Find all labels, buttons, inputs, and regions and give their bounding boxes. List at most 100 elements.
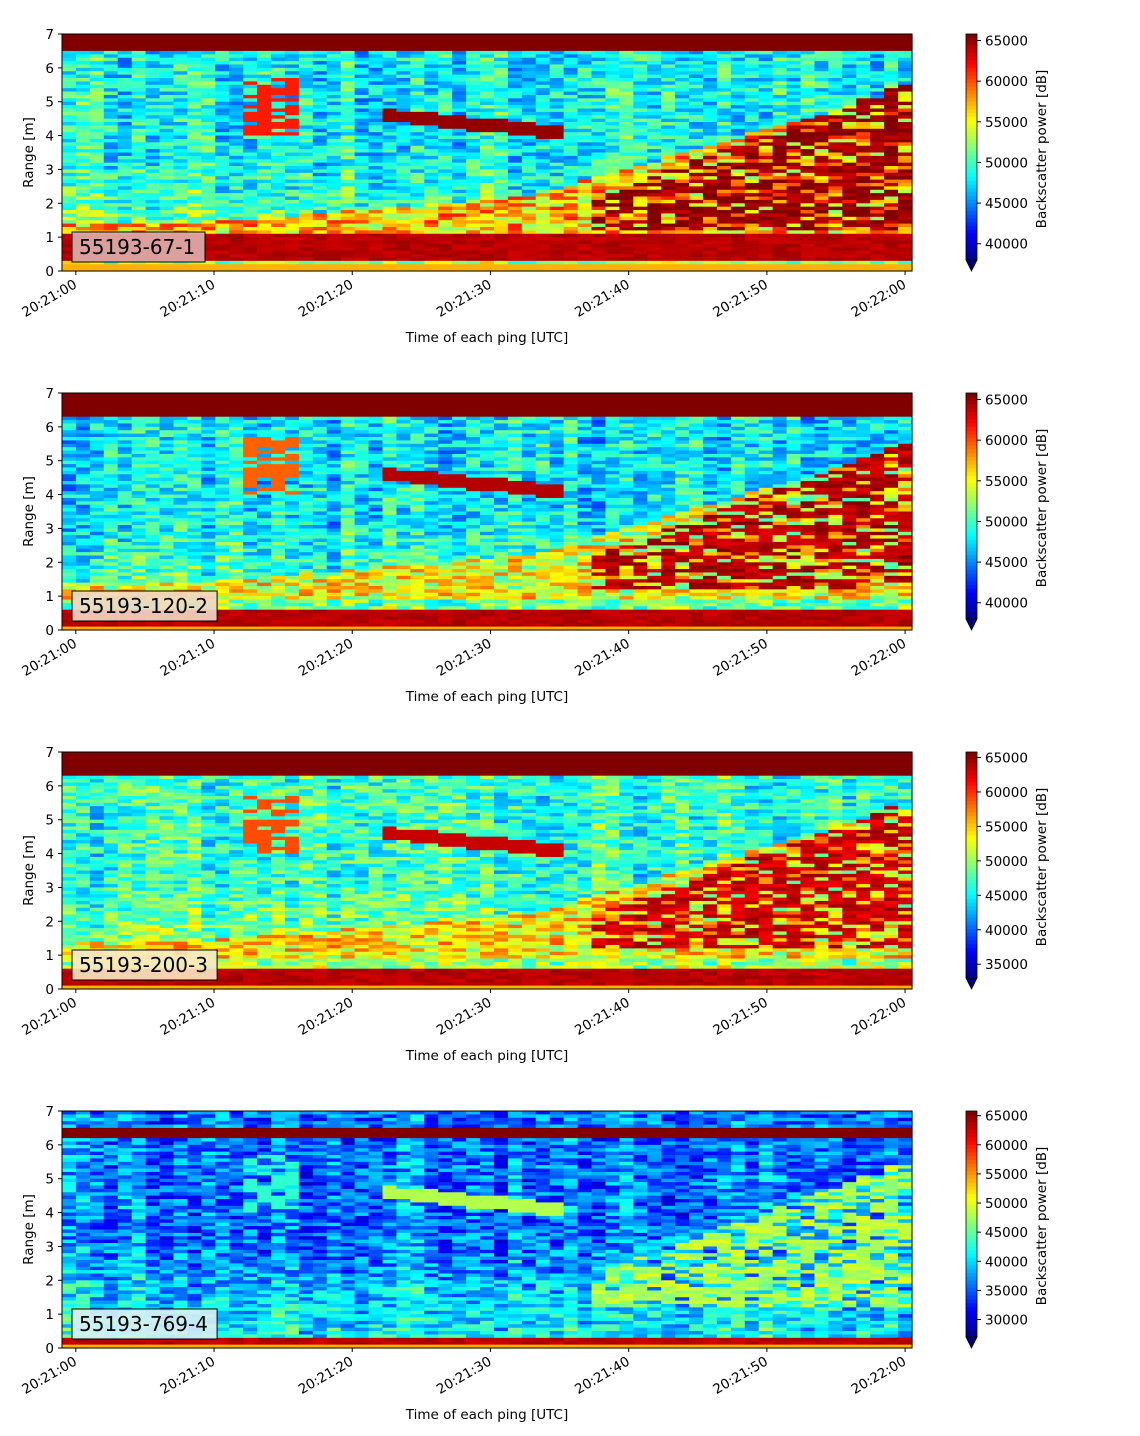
heatmap-cell	[396, 206, 411, 211]
heatmap-cell	[466, 155, 481, 160]
heatmap-cell	[103, 260, 119, 265]
heatmap-cell	[75, 98, 91, 103]
heatmap-cell	[758, 149, 774, 154]
heatmap-cell	[521, 220, 537, 225]
heatmap-cell	[368, 243, 384, 248]
heatmap-cell	[507, 257, 523, 262]
heatmap-cell	[326, 264, 342, 269]
heatmap-cell	[577, 152, 593, 157]
heatmap-cell	[159, 413, 175, 418]
heatmap-cell	[159, 538, 175, 543]
heatmap-cell	[62, 44, 77, 49]
heatmap-cell	[786, 67, 802, 72]
heatmap-cell	[605, 84, 620, 89]
heatmap-cell	[716, 108, 732, 113]
heatmap-cell	[898, 166, 913, 171]
heatmap-cell	[702, 138, 718, 143]
heatmap-cell	[480, 223, 495, 228]
heatmap-cell	[215, 98, 230, 103]
heatmap-cell	[354, 135, 370, 140]
heatmap-cell	[786, 233, 802, 238]
heatmap-cell	[368, 40, 384, 45]
heatmap-cell	[480, 108, 495, 113]
heatmap-cell	[131, 125, 147, 130]
heatmap-cell	[535, 108, 551, 113]
heatmap-cell	[145, 78, 161, 82]
heatmap-cell	[675, 162, 690, 167]
heatmap-cell	[298, 210, 314, 215]
heatmap-cell	[563, 247, 579, 252]
heatmap-cell	[898, 135, 913, 140]
heatmap-cell	[438, 260, 453, 265]
heatmap-cell	[173, 453, 189, 458]
heatmap-cell	[535, 189, 551, 194]
heatmap-cell	[75, 552, 91, 557]
heatmap-cell	[159, 494, 175, 499]
heatmap-cell	[103, 406, 119, 411]
heatmap-cell	[605, 220, 620, 225]
heatmap-cell	[661, 243, 676, 248]
heatmap-cell	[577, 54, 593, 59]
heatmap-cell	[340, 206, 356, 211]
heatmap-cell	[563, 237, 579, 242]
heatmap-cell	[577, 94, 593, 99]
heatmap-cell	[647, 257, 662, 262]
heatmap-cell	[772, 186, 788, 191]
heatmap-cell	[229, 61, 244, 66]
heatmap-cell	[89, 457, 105, 462]
heatmap-cell	[689, 213, 704, 218]
heatmap-cell	[842, 169, 857, 174]
heatmap-cell	[159, 579, 175, 584]
heatmap-cell	[563, 61, 579, 66]
heatmap-cell	[131, 582, 147, 587]
heatmap-cell	[312, 132, 328, 137]
heatmap-cell	[744, 101, 760, 106]
heatmap-cell	[884, 243, 899, 248]
heatmap-cell	[243, 78, 258, 82]
heatmap-cell	[633, 142, 648, 147]
heatmap-cell	[661, 172, 676, 177]
heatmap-cell	[103, 548, 119, 553]
heatmap-cell	[563, 240, 579, 245]
heatmap-cell	[243, 88, 258, 93]
heatmap-cell	[535, 203, 551, 208]
heatmap-cell	[145, 470, 161, 475]
heatmap-cell	[159, 210, 175, 215]
heatmap-cell	[229, 34, 244, 38]
heatmap-cell	[159, 558, 175, 563]
heatmap-cell	[842, 135, 857, 140]
heatmap-cell	[75, 572, 91, 577]
heatmap-cell	[814, 88, 829, 93]
heatmap-cell	[201, 88, 216, 93]
heatmap-cell	[521, 50, 537, 55]
heatmap-cell	[298, 254, 314, 259]
heatmap-cell	[396, 105, 411, 110]
ytick-label: 6	[45, 61, 54, 77]
heatmap-cell	[340, 111, 356, 116]
heatmap-cell	[312, 91, 328, 96]
heatmap-cell	[243, 142, 258, 147]
heatmap-cell	[549, 172, 565, 177]
heatmap-cell	[368, 223, 384, 228]
heatmap-cell	[159, 393, 175, 397]
heatmap-cell	[661, 94, 676, 99]
colorbar-step	[966, 34, 977, 39]
heatmap-cell	[675, 243, 690, 248]
heatmap-cell	[535, 138, 551, 143]
heatmap-cell	[159, 74, 175, 79]
heatmap-cell	[173, 260, 189, 265]
heatmap-cell	[284, 216, 300, 221]
heatmap-cell	[424, 40, 439, 45]
heatmap-cell	[605, 125, 620, 130]
heatmap-cell	[758, 108, 774, 113]
heatmap-cell	[368, 142, 384, 147]
heatmap-cell	[145, 135, 161, 140]
heatmap-cell	[661, 226, 676, 231]
heatmap-cell	[173, 226, 189, 231]
heatmap-cell	[75, 54, 91, 59]
heatmap-cell	[159, 623, 175, 628]
heatmap-cell	[480, 122, 495, 127]
heatmap-cell	[410, 108, 425, 113]
heatmap-cell	[159, 91, 175, 96]
heatmap-cell	[103, 125, 119, 130]
